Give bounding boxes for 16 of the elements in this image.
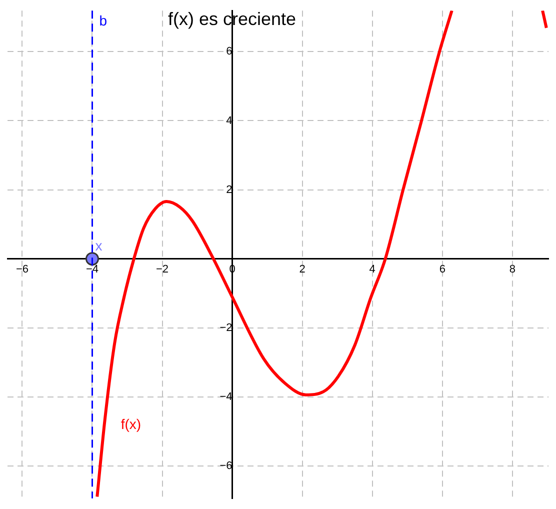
y-tick-label: −6 [220,460,232,472]
x-tick-label: −4 [86,263,99,276]
x-tick-label: 6 [439,263,446,276]
x-tick-label: 8 [509,263,516,276]
y-tick-label: 6 [226,46,232,58]
y-tick-label: 2 [226,184,232,196]
y-tick-label: −4 [220,390,232,403]
x-tick-label: −6 [16,263,28,276]
y-tick-label: 4 [226,114,232,127]
series-label: x [95,238,102,254]
x-tick-label: −2 [156,263,169,276]
series-label: f(x) [120,416,142,432]
y-tick-label: −2 [220,322,232,334]
x-tick-label: 2 [299,263,306,276]
ref-line-label: b [99,12,108,28]
x-tick-label: 4 [369,263,376,276]
